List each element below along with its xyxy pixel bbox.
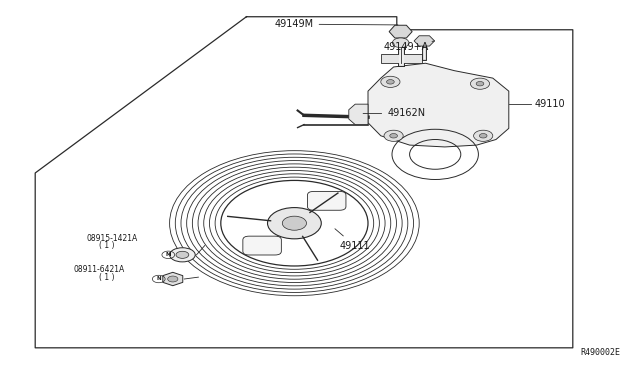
FancyBboxPatch shape — [307, 192, 346, 210]
Circle shape — [387, 80, 394, 84]
Circle shape — [381, 76, 400, 87]
Ellipse shape — [176, 251, 189, 259]
Text: ( 1 ): ( 1 ) — [99, 273, 115, 282]
Circle shape — [168, 276, 178, 282]
Text: 49162N: 49162N — [363, 109, 426, 118]
Ellipse shape — [170, 248, 195, 262]
Polygon shape — [381, 54, 422, 63]
Text: 49110: 49110 — [534, 99, 565, 109]
Ellipse shape — [268, 208, 321, 239]
Circle shape — [470, 78, 490, 89]
Polygon shape — [414, 36, 435, 46]
Text: 49149M: 49149M — [275, 19, 398, 29]
Text: 49149+A: 49149+A — [384, 41, 435, 51]
Circle shape — [479, 134, 487, 138]
Text: M: M — [166, 252, 171, 257]
Polygon shape — [368, 63, 509, 147]
Circle shape — [384, 130, 403, 141]
Circle shape — [474, 130, 493, 141]
Text: R490002E: R490002E — [581, 348, 621, 357]
Text: 49111: 49111 — [335, 229, 370, 250]
Text: 08911-6421A: 08911-6421A — [74, 265, 125, 274]
Circle shape — [476, 81, 484, 86]
FancyBboxPatch shape — [243, 236, 282, 255]
Polygon shape — [389, 25, 412, 38]
Circle shape — [392, 38, 409, 48]
Polygon shape — [349, 104, 368, 125]
Circle shape — [390, 134, 397, 138]
Text: ( 1 ): ( 1 ) — [99, 241, 115, 250]
Polygon shape — [163, 272, 183, 286]
Text: 08915-1421A: 08915-1421A — [86, 234, 138, 243]
Ellipse shape — [282, 216, 307, 230]
Text: N: N — [156, 276, 161, 282]
